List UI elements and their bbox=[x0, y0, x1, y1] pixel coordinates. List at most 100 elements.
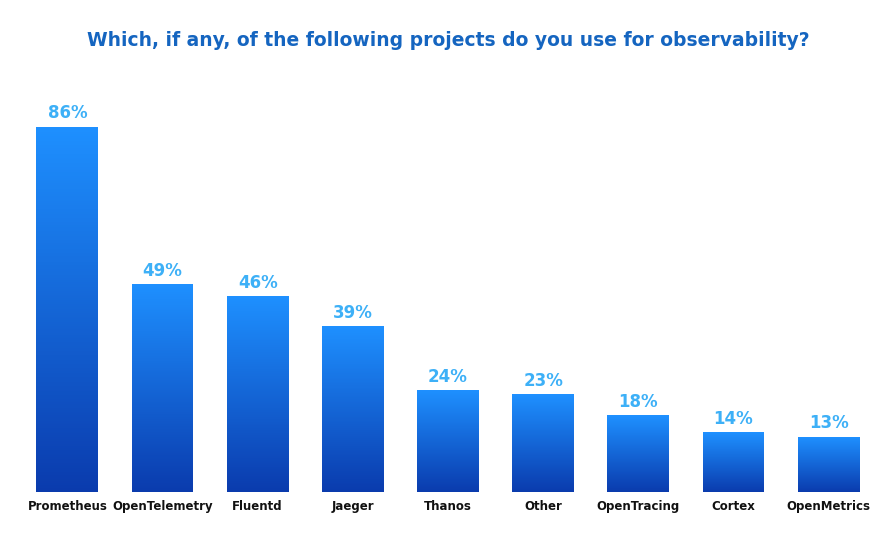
Bar bbox=[132, 358, 194, 359]
Text: 49%: 49% bbox=[142, 262, 183, 280]
Bar bbox=[322, 400, 383, 401]
Bar bbox=[227, 466, 289, 467]
Bar bbox=[322, 381, 383, 382]
Bar bbox=[37, 353, 99, 355]
Bar bbox=[132, 424, 194, 425]
Bar bbox=[132, 291, 194, 292]
Bar bbox=[132, 475, 194, 476]
Bar bbox=[227, 402, 289, 403]
Bar bbox=[227, 308, 289, 309]
Bar bbox=[227, 311, 289, 312]
Bar bbox=[37, 179, 99, 181]
Bar bbox=[132, 317, 194, 318]
Bar bbox=[227, 355, 289, 356]
Bar bbox=[322, 357, 383, 358]
Bar bbox=[132, 454, 194, 456]
Bar bbox=[227, 470, 289, 471]
Bar bbox=[37, 348, 99, 349]
Bar bbox=[227, 430, 289, 432]
Bar bbox=[227, 399, 289, 400]
Bar bbox=[37, 430, 99, 432]
Bar bbox=[227, 299, 289, 300]
Bar bbox=[227, 443, 289, 444]
Bar bbox=[37, 218, 99, 220]
Bar bbox=[37, 406, 99, 408]
Bar bbox=[227, 441, 289, 442]
Bar bbox=[37, 440, 99, 443]
Bar bbox=[37, 296, 99, 299]
Bar bbox=[37, 413, 99, 415]
Bar bbox=[132, 415, 194, 416]
Bar bbox=[322, 378, 383, 379]
Bar bbox=[322, 364, 383, 365]
Bar bbox=[322, 382, 383, 383]
Bar bbox=[227, 357, 289, 358]
Bar bbox=[322, 461, 383, 462]
Bar bbox=[322, 403, 383, 404]
Bar bbox=[227, 323, 289, 324]
Bar bbox=[132, 361, 194, 362]
Bar bbox=[227, 446, 289, 447]
Bar bbox=[132, 354, 194, 356]
Bar bbox=[37, 238, 99, 240]
Bar bbox=[322, 486, 383, 487]
Bar bbox=[322, 390, 383, 391]
Bar bbox=[37, 192, 99, 194]
Bar bbox=[132, 448, 194, 449]
Bar bbox=[37, 338, 99, 340]
Bar bbox=[227, 306, 289, 307]
Bar bbox=[227, 338, 289, 339]
Bar bbox=[322, 350, 383, 351]
Text: 18%: 18% bbox=[618, 393, 659, 411]
Bar bbox=[37, 282, 99, 283]
Bar bbox=[322, 430, 383, 432]
Bar bbox=[37, 366, 99, 368]
Bar bbox=[37, 183, 99, 185]
Bar bbox=[37, 154, 99, 156]
Bar bbox=[322, 349, 383, 350]
Bar bbox=[322, 437, 383, 438]
Bar bbox=[227, 427, 289, 428]
Bar bbox=[37, 130, 99, 132]
Bar bbox=[37, 251, 99, 253]
Bar bbox=[37, 420, 99, 423]
Bar bbox=[37, 236, 99, 238]
Bar bbox=[132, 468, 194, 469]
Bar bbox=[227, 406, 289, 407]
Bar bbox=[37, 163, 99, 165]
Bar bbox=[322, 354, 383, 355]
Bar bbox=[227, 437, 289, 438]
Bar bbox=[132, 299, 194, 300]
Bar bbox=[37, 461, 99, 463]
Bar bbox=[322, 442, 383, 443]
Bar bbox=[227, 365, 289, 366]
Bar bbox=[227, 334, 289, 335]
Bar bbox=[37, 214, 99, 216]
Bar bbox=[132, 321, 194, 322]
Bar bbox=[227, 453, 289, 454]
Bar bbox=[132, 453, 194, 454]
Bar bbox=[322, 418, 383, 419]
Bar bbox=[132, 440, 194, 441]
Bar bbox=[227, 451, 289, 452]
Bar bbox=[227, 424, 289, 425]
Bar bbox=[37, 488, 99, 490]
Bar bbox=[132, 481, 194, 482]
Bar bbox=[37, 457, 99, 459]
Bar bbox=[37, 181, 99, 183]
Bar bbox=[37, 439, 99, 440]
Bar bbox=[322, 428, 383, 429]
Bar bbox=[322, 415, 383, 416]
Bar bbox=[227, 466, 289, 467]
Bar bbox=[37, 229, 99, 231]
Bar bbox=[227, 459, 289, 461]
Bar bbox=[132, 369, 194, 370]
Bar bbox=[227, 383, 289, 385]
Bar bbox=[132, 457, 194, 458]
Bar bbox=[37, 381, 99, 382]
Bar bbox=[227, 393, 289, 394]
Bar bbox=[227, 372, 289, 373]
Bar bbox=[37, 479, 99, 481]
Bar bbox=[132, 285, 194, 286]
Bar bbox=[37, 291, 99, 293]
